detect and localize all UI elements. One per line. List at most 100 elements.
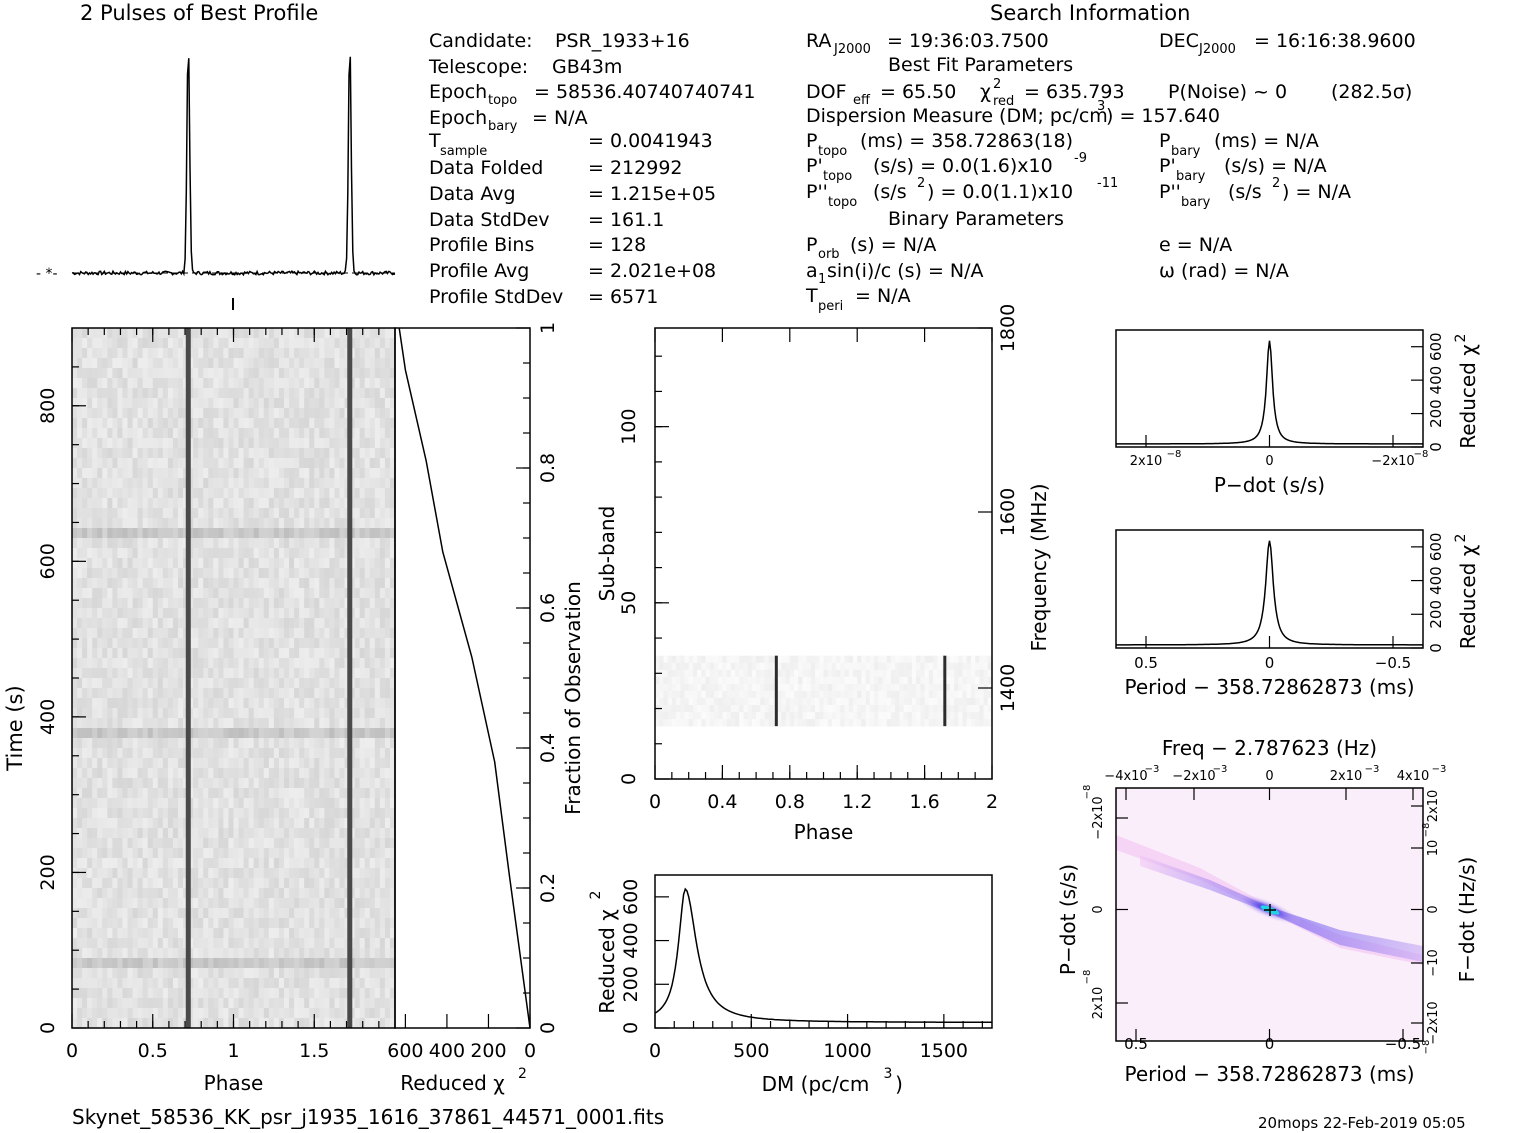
time-phase-cell [97, 978, 103, 989]
subband-cell [831, 676, 837, 685]
time-phase-cell [319, 328, 325, 339]
time-phase-cell [183, 998, 189, 1009]
time-phase-cell [364, 748, 371, 759]
time-phase-cell [349, 688, 356, 699]
time-phase-cell [299, 838, 305, 849]
time-phase-cell [193, 788, 199, 799]
time-phase-cell [208, 688, 214, 699]
time-phase-cell [379, 838, 386, 849]
time-phase-cell [102, 768, 108, 779]
time-phase-cell [213, 798, 219, 809]
time-phase-cell [198, 938, 204, 949]
time-phase-cell [87, 588, 93, 599]
time-phase-cell [228, 578, 234, 589]
time-phase-cell [188, 378, 194, 389]
time-phase-cell [77, 918, 83, 929]
time-phase-cell [268, 818, 275, 829]
time-phase-cell [177, 348, 184, 359]
time-phase-cell [107, 428, 113, 439]
time-phase-cell [177, 878, 184, 889]
time-phase-cell [102, 878, 108, 889]
time-phase-cell [273, 858, 280, 869]
time-phase-cell [294, 728, 300, 739]
time-phase-cell [92, 688, 98, 699]
subband-cell [760, 655, 765, 664]
time-phase-cell [369, 998, 376, 1009]
time-phase-cell [82, 978, 88, 989]
time-phase-cell [122, 998, 128, 1009]
x-tick-label: 0 [524, 1040, 536, 1062]
time-phase-cell [152, 368, 159, 379]
time-phase-cell [117, 438, 123, 449]
time-phase-cell [188, 748, 194, 759]
time-phase-cell [374, 878, 381, 889]
time-phase-cell [157, 558, 164, 569]
time-phase-cell [304, 578, 310, 589]
time-phase-cell [359, 668, 366, 679]
time-phase-cell [213, 688, 219, 699]
time-phase-cell [309, 808, 315, 819]
time-phase-cell [364, 578, 371, 589]
time-phase-cell [112, 938, 118, 949]
time-phase-cell [157, 728, 164, 739]
time-phase-cell [359, 548, 366, 559]
time-phase-cell [218, 558, 224, 569]
time-phase-cell [92, 548, 98, 559]
time-phase-cell [223, 388, 229, 399]
time-phase-cell [283, 618, 290, 629]
time-phase-cell [233, 528, 239, 539]
time-phase-cell [102, 508, 108, 519]
time-phase-cell [193, 358, 199, 369]
time-phase-cell [299, 758, 305, 769]
subband-cell [987, 655, 993, 664]
time-phase-cell [167, 638, 174, 649]
subband-cell [756, 676, 761, 685]
time-phase-cell [374, 458, 381, 469]
time-phase-cell [319, 688, 325, 699]
time-phase-cell [324, 938, 330, 949]
time-phase-cell [152, 348, 159, 359]
time-phase-cell [213, 638, 219, 649]
time-phase-cell [112, 458, 118, 469]
time-phase-cell [193, 688, 199, 699]
time-phase-cell [309, 398, 315, 409]
time-phase-cell [278, 648, 285, 659]
time-phase-cell [162, 608, 169, 619]
time-phase-cell [142, 448, 149, 459]
time-phase-cell [218, 718, 224, 729]
time-phase-cell [167, 468, 174, 479]
time-phase-cell [183, 708, 189, 719]
time-phase-cell [233, 778, 239, 789]
time-phase-cell [137, 918, 144, 929]
time-phase-cell [359, 988, 366, 999]
time-phase-cell [87, 748, 93, 759]
time-phase-cell [268, 458, 275, 469]
a1-label: a [806, 260, 818, 282]
time-phase-cell [243, 498, 250, 509]
time-phase-cell [132, 658, 139, 669]
subband-cell [810, 676, 816, 685]
time-phase-cell [359, 588, 366, 599]
time-phase-cell [268, 928, 275, 939]
subband-cell [933, 655, 938, 664]
time-phase-cell [364, 958, 371, 969]
time-phase-cell [122, 838, 128, 849]
time-phase-cell [364, 678, 371, 689]
time-phase-cell [147, 548, 154, 559]
time-phase-cell [183, 418, 189, 429]
time-phase-cell [142, 928, 149, 939]
time-phase-cell [172, 508, 179, 519]
time-phase-cell [253, 478, 260, 489]
time-phase-cell [177, 948, 184, 959]
time-phase-cell [177, 428, 184, 439]
time-phase-cell [127, 758, 133, 769]
time-phase-cell [172, 818, 179, 829]
time-phase-cell [198, 638, 204, 649]
time-phase-cell [238, 758, 244, 769]
time-phase-cell [278, 548, 285, 559]
time-phase-cell [213, 538, 219, 549]
time-phase-cell [198, 608, 204, 619]
time-phase-cell [384, 868, 391, 879]
time-phase-cell [389, 668, 396, 679]
time-phase-cell [329, 748, 335, 759]
